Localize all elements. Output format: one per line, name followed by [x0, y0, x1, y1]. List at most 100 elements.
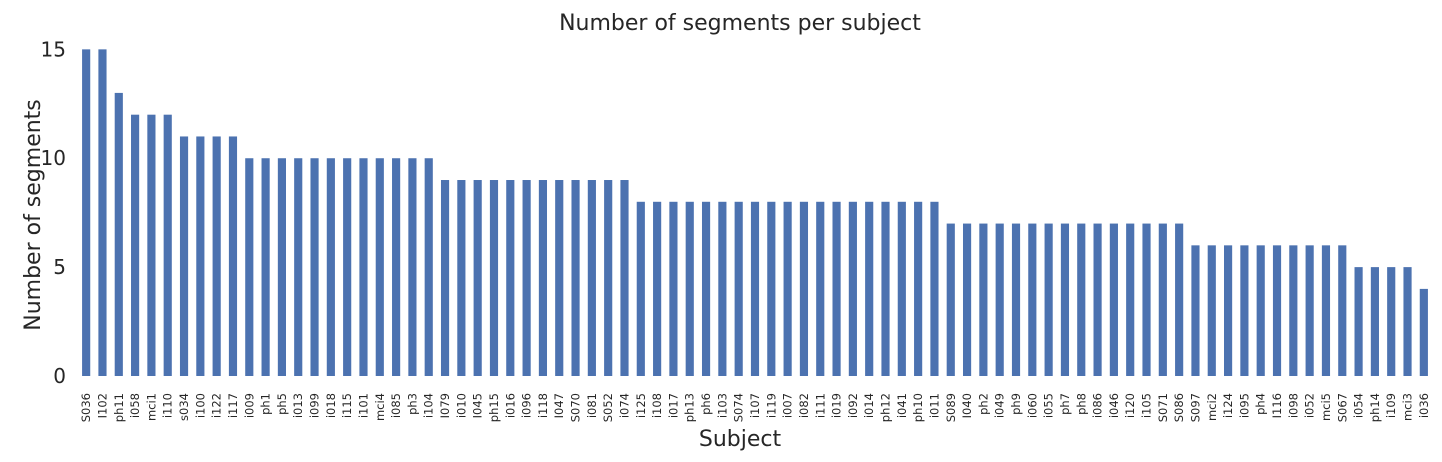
x-tick-label: i010	[454, 393, 468, 418]
x-tick-label: S074	[732, 393, 746, 422]
bar-mci4	[375, 158, 384, 376]
x-tick-label: i092	[846, 393, 860, 418]
bar-i105	[1142, 223, 1151, 376]
x-tick-label: i111	[813, 393, 827, 418]
x-tick-label: i104	[422, 393, 436, 418]
x-tick-label: i014	[862, 393, 876, 418]
x-tick-label: ph3	[405, 393, 419, 415]
bar-S086	[1175, 223, 1184, 376]
y-axis-label: Number of segments	[21, 99, 46, 331]
x-tick-label: i115	[340, 393, 354, 418]
x-tick-label: i100	[193, 393, 207, 418]
x-tick-label: ph11	[112, 393, 126, 422]
x-tick-label: I116	[1270, 393, 1284, 418]
bar-i086	[1093, 223, 1102, 376]
bar-i103	[718, 201, 727, 376]
bars	[82, 49, 1428, 377]
x-tick-label: i118	[536, 393, 550, 418]
x-tick-label: s034	[177, 393, 191, 421]
x-tick-label: i101	[356, 393, 370, 418]
bar-i036	[1419, 288, 1428, 376]
bar-i018	[326, 158, 335, 376]
bar-I116	[1272, 245, 1282, 376]
bar-i054	[1354, 267, 1363, 376]
bar-i058	[131, 114, 140, 377]
y-tick-label: 5	[53, 255, 66, 279]
x-tick-label: ph4	[1254, 393, 1268, 415]
bar-i092	[848, 201, 857, 376]
x-tick-label: S086	[1172, 393, 1186, 422]
x-axis-ticks: S036 I102 ph11 i058 mci1 i110 s034 i100 i122 i117…	[79, 393, 1431, 422]
x-tick-label: I047	[552, 393, 566, 418]
x-tick-label: S097	[1188, 393, 1202, 422]
bar-S070	[571, 180, 580, 376]
y-tick-label: 10	[41, 146, 66, 170]
bar-i095	[1240, 245, 1249, 376]
x-tick-label: i125	[634, 393, 648, 418]
x-tick-label: mci1	[144, 393, 158, 421]
bar-ph10	[914, 201, 923, 376]
bar-I047	[555, 180, 564, 376]
x-tick-label: ph6	[699, 393, 713, 415]
bar-i111	[816, 201, 825, 376]
bar-i017	[669, 201, 678, 376]
x-tick-label: i108	[650, 393, 664, 418]
bar-I045	[473, 180, 482, 376]
x-tick-label: i018	[324, 393, 338, 418]
x-tick-label: i085	[389, 393, 403, 418]
x-tick-label: ph10	[911, 393, 925, 422]
bar-mci3	[1403, 267, 1412, 376]
x-tick-label: i081	[585, 393, 599, 418]
bar-mci5	[1321, 245, 1331, 376]
x-tick-label: i011	[927, 393, 941, 418]
bar-i074	[620, 180, 629, 376]
x-tick-label: ph1	[259, 393, 273, 415]
x-tick-label: i055	[1042, 393, 1056, 418]
x-tick-label: i060	[1025, 393, 1039, 418]
bar-i101	[359, 158, 368, 376]
x-axis-label: Subject	[699, 427, 782, 452]
x-tick-label: ph8	[1074, 393, 1088, 415]
x-tick-label: ph7	[1058, 393, 1072, 415]
y-tick-label: 15	[41, 37, 66, 61]
x-tick-label: mci4	[373, 393, 387, 421]
bar-ph8	[1077, 223, 1086, 376]
bar-i082	[799, 201, 809, 376]
x-tick-label: i110	[161, 393, 175, 418]
bar-i118	[538, 180, 548, 376]
x-tick-label: i052	[1303, 393, 1317, 418]
x-tick-label: i107	[748, 393, 762, 418]
x-tick-label: ph14	[1368, 393, 1382, 422]
x-tick-label: i098	[1286, 393, 1300, 418]
x-tick-label: S089	[944, 393, 958, 422]
bar-ph12	[881, 201, 890, 376]
bar-i109	[1387, 267, 1396, 376]
bar-i120	[1126, 223, 1135, 376]
bar-i098	[1289, 245, 1298, 376]
bar-i016	[506, 180, 515, 376]
bar-i104	[424, 158, 433, 376]
bar-i117	[228, 136, 238, 376]
x-tick-label: i095	[1237, 393, 1251, 418]
bar-i011	[930, 201, 939, 376]
bar-i085	[392, 158, 401, 376]
bar-S067	[1338, 245, 1347, 376]
bar-ph9	[1011, 223, 1021, 376]
x-tick-label: I040	[960, 393, 974, 418]
bar-ph1	[261, 158, 270, 376]
x-tick-label: i122	[210, 393, 224, 418]
bar-i115	[343, 158, 352, 376]
x-tick-label: i016	[503, 393, 517, 418]
x-tick-label: i105	[1140, 393, 1154, 418]
x-tick-label: ph15	[487, 393, 501, 422]
x-tick-label: mci3	[1401, 393, 1415, 421]
x-tick-label: i036	[1417, 393, 1431, 418]
bar-i007	[783, 201, 792, 376]
bar-i107	[750, 201, 760, 376]
x-tick-label: i041	[895, 393, 909, 418]
bar-ph4	[1256, 245, 1265, 376]
x-tick-label: S036	[79, 393, 93, 422]
x-tick-label: ph13	[683, 393, 697, 422]
chart-title: Number of segments per subject	[559, 11, 921, 36]
